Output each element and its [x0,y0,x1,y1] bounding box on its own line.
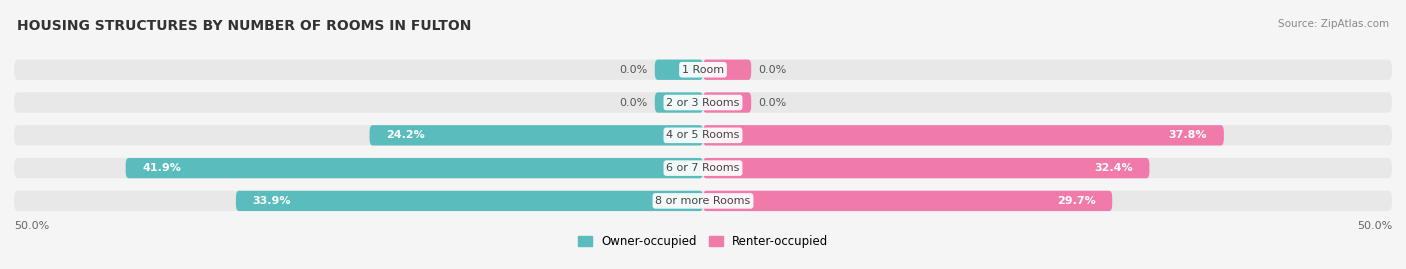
Text: 2 or 3 Rooms: 2 or 3 Rooms [666,98,740,108]
FancyBboxPatch shape [14,125,1392,146]
Text: 24.2%: 24.2% [387,130,425,140]
FancyBboxPatch shape [655,92,703,113]
Text: 0.0%: 0.0% [758,65,786,75]
Text: 29.7%: 29.7% [1057,196,1095,206]
FancyBboxPatch shape [703,92,751,113]
FancyBboxPatch shape [655,59,703,80]
FancyBboxPatch shape [236,191,703,211]
Text: 1 Room: 1 Room [682,65,724,75]
FancyBboxPatch shape [370,125,703,146]
Text: 37.8%: 37.8% [1168,130,1208,140]
Text: 8 or more Rooms: 8 or more Rooms [655,196,751,206]
FancyBboxPatch shape [703,125,1223,146]
FancyBboxPatch shape [703,191,1112,211]
Text: 0.0%: 0.0% [758,98,786,108]
FancyBboxPatch shape [703,158,1150,178]
Text: 32.4%: 32.4% [1094,163,1133,173]
FancyBboxPatch shape [14,59,1392,80]
Text: 41.9%: 41.9% [142,163,181,173]
FancyBboxPatch shape [14,158,1392,178]
Legend: Owner-occupied, Renter-occupied: Owner-occupied, Renter-occupied [572,230,834,253]
FancyBboxPatch shape [14,92,1392,113]
Text: HOUSING STRUCTURES BY NUMBER OF ROOMS IN FULTON: HOUSING STRUCTURES BY NUMBER OF ROOMS IN… [17,19,471,33]
Text: 4 or 5 Rooms: 4 or 5 Rooms [666,130,740,140]
FancyBboxPatch shape [703,59,751,80]
Text: Source: ZipAtlas.com: Source: ZipAtlas.com [1278,19,1389,29]
Text: 6 or 7 Rooms: 6 or 7 Rooms [666,163,740,173]
Text: 33.9%: 33.9% [253,196,291,206]
FancyBboxPatch shape [125,158,703,178]
Text: 50.0%: 50.0% [14,221,49,231]
Text: 50.0%: 50.0% [1357,221,1392,231]
Text: 0.0%: 0.0% [620,65,648,75]
FancyBboxPatch shape [14,191,1392,211]
Text: 0.0%: 0.0% [620,98,648,108]
